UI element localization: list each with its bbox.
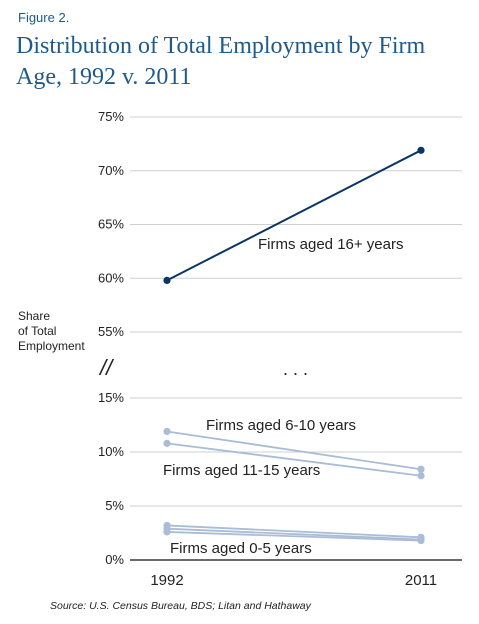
y-tick-labels: 55% 60% 65% 70% 75% 0% 5% 10% 15% [98, 109, 124, 567]
series-group [163, 146, 425, 284]
data-point-2011 [417, 472, 425, 480]
axis-break-ellipsis: . . . [283, 359, 308, 379]
y-tick-label: 75% [98, 109, 124, 124]
series-lines [163, 146, 425, 545]
y-tick-label: 55% [98, 324, 124, 339]
series-line [166, 442, 422, 477]
y-tick-label: 0% [105, 552, 124, 567]
chart-title-line2: Age, 1992 v. 2011 [16, 64, 192, 90]
y-tick-label: 5% [105, 498, 124, 513]
series-group [163, 521, 425, 541]
data-point-1992 [163, 276, 171, 284]
series-line [166, 531, 422, 542]
x-tick-label: 2011 [405, 572, 437, 589]
label-firms-0-5: Firms aged 0-5 years [170, 540, 312, 557]
label-firms-16plus: Firms aged 16+ years [258, 236, 403, 253]
y-axis-label-line2: of Total [18, 324, 56, 338]
source-note: Source: U.S. Census Bureau, BDS; Litan a… [50, 600, 312, 612]
y-tick-label: 60% [98, 270, 124, 285]
figure-label: Figure 2. [18, 10, 69, 25]
gridlines [130, 116, 462, 507]
data-point-2011 [417, 533, 425, 541]
y-tick-label: 15% [98, 390, 124, 405]
y-tick-label: 10% [98, 444, 124, 459]
series-line [166, 149, 422, 282]
x-tick-label: 1992 [150, 572, 183, 589]
data-point-2011 [417, 146, 425, 154]
label-firms-11-15: Firms aged 11-15 years [163, 462, 320, 479]
series-line [166, 430, 422, 471]
y-tick-label: 65% [98, 217, 124, 232]
series-group [163, 427, 425, 473]
x-tick-labels: 1992 2011 [150, 572, 437, 589]
axis-break-mark: // [98, 355, 114, 380]
series-line [166, 524, 422, 539]
data-point-1992 [163, 521, 171, 530]
data-point-2011 [417, 465, 425, 473]
data-point-1992 [163, 439, 171, 447]
series-line [166, 527, 422, 541]
data-point-1992 [163, 427, 171, 436]
label-firms-6-10: Firms aged 6-10 years [206, 417, 356, 434]
series-group [163, 439, 425, 480]
y-tick-label: 70% [98, 163, 124, 178]
chart-title-line1: Distribution of Total Employment by Firm [16, 33, 426, 59]
y-axis-label-line1: Share [18, 309, 50, 323]
y-axis-label-line3: Employment [18, 339, 85, 353]
